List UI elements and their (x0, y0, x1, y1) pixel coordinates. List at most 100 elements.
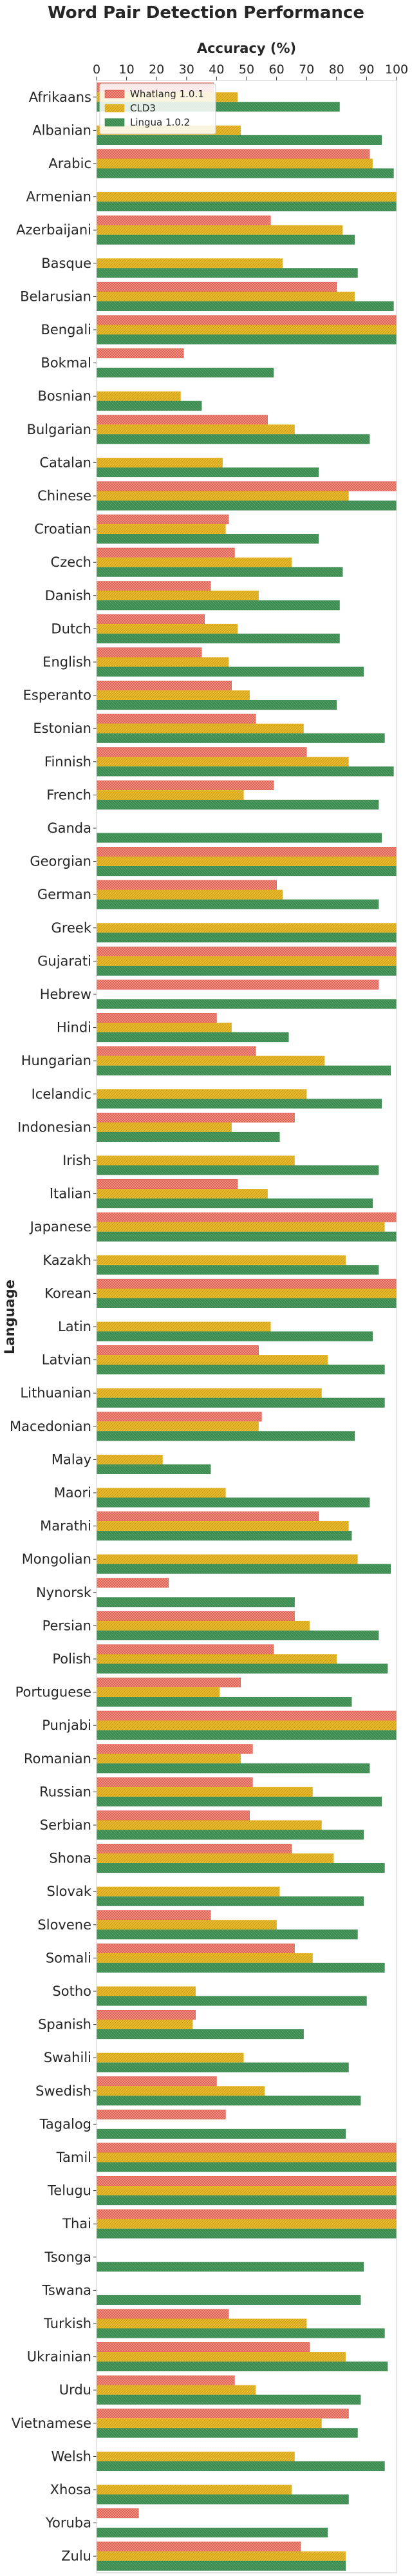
category-label: English (42, 654, 91, 670)
category-label: Lithuanian (20, 1385, 91, 1401)
bar-whatlang (96, 149, 370, 159)
bar-lingua (96, 401, 202, 411)
bar-cld3 (96, 790, 244, 800)
bar-lingua (96, 733, 385, 743)
category-label: Danish (45, 588, 91, 603)
x-tick-label: 40 (209, 62, 224, 77)
bar-cld3 (96, 591, 259, 601)
bar-lingua (96, 1929, 358, 1940)
bar-cld3 (96, 1388, 322, 1398)
bar-cld3 (96, 1288, 397, 1298)
bar-cld3 (96, 956, 397, 966)
bar-whatlang (96, 1611, 295, 1621)
bar-whatlang (96, 1678, 241, 1688)
bar-lingua (96, 1564, 391, 1574)
bar-lingua (96, 799, 379, 810)
bar-lingua (96, 1663, 388, 1674)
legend-swatch (104, 118, 125, 127)
category-label: Catalan (39, 455, 91, 470)
bar-lingua (96, 965, 397, 976)
bar-lingua (96, 2295, 361, 2305)
bar-lingua (96, 1365, 385, 1375)
category-label: Hebrew (40, 987, 91, 1002)
plot-frame (96, 80, 397, 2573)
bar-lingua (96, 1032, 289, 1043)
bar-lingua (96, 2162, 397, 2172)
category-label: Albanian (32, 122, 91, 138)
bar-lingua (96, 633, 340, 643)
bar-cld3 (96, 158, 373, 169)
bar-whatlang (96, 647, 202, 658)
legend-label: Whatlang 1.0.1 (130, 88, 204, 100)
category-label: Hindi (57, 1020, 91, 1036)
bar-lingua (96, 2062, 349, 2072)
category-label: Japanese (29, 1219, 91, 1235)
bar-whatlang (96, 2375, 235, 2385)
bar-whatlang (96, 1511, 319, 1522)
category-label: German (37, 887, 91, 902)
bar-whatlang (96, 2076, 217, 2087)
category-label: Korean (44, 1285, 91, 1301)
bar-whatlang (96, 681, 232, 691)
bar-cld3 (96, 1222, 385, 1232)
category-label: Afrikaans (29, 90, 91, 105)
bar-lingua (96, 2528, 328, 2538)
bar-cld3 (96, 1953, 313, 1963)
bar-cld3 (96, 1056, 325, 1066)
bar-cld3 (96, 557, 292, 567)
bar-cld3 (96, 1089, 307, 1099)
category-label: Nynorsk (36, 1585, 92, 1600)
bar-cld3 (96, 1255, 346, 1265)
category-label: Thai (62, 2216, 91, 2231)
bar-cld3 (96, 923, 397, 933)
category-label: Polish (52, 1651, 91, 1667)
category-label: French (46, 787, 91, 802)
bar-cld3 (96, 1720, 397, 1730)
x-tick-label: 50 (239, 62, 254, 77)
bar-cld3 (96, 2418, 322, 2429)
bar-cld3 (96, 623, 238, 634)
bar-lingua (96, 434, 370, 444)
category-label: Italian (50, 1186, 91, 1202)
bar-whatlang (96, 1844, 292, 1854)
category-label: Hungarian (21, 1053, 91, 1068)
bar-cld3 (96, 258, 283, 269)
category-label: Telugu (47, 2183, 91, 2199)
bar-whatlang (96, 581, 211, 591)
bar-cld3 (96, 2551, 346, 2561)
category-label: Persian (42, 1618, 91, 1633)
legend-swatch (104, 90, 125, 99)
x-tick-label: 30 (179, 62, 194, 77)
bar-cld3 (96, 1355, 328, 1365)
bar-lingua (96, 1763, 370, 1774)
bar-lingua (96, 2394, 361, 2405)
legend-label: CLD3 (130, 102, 156, 114)
bar-cld3 (96, 1920, 277, 1930)
bar-lingua (96, 1165, 379, 1175)
bar-lingua (96, 1231, 397, 1242)
category-label: Basque (41, 256, 91, 271)
bar-cld3 (96, 424, 295, 435)
bar-lingua (96, 467, 319, 477)
category-label: Azerbaijani (16, 222, 91, 238)
category-label: Mongolian (22, 1551, 91, 1567)
bar-lingua (96, 2029, 304, 2040)
bar-lingua (96, 2362, 388, 2372)
bar-whatlang (96, 880, 277, 890)
bar-lingua (96, 1132, 280, 1142)
bar-whatlang (96, 1013, 217, 1023)
bar-lingua (96, 1464, 211, 1474)
category-label: Malay (52, 1452, 91, 1467)
category-label: Finnish (44, 754, 91, 770)
bar-lingua (96, 833, 382, 843)
category-label: Urdu (59, 2382, 91, 2398)
category-label: Tsonga (44, 2249, 91, 2265)
bar-cld3 (96, 1023, 232, 1033)
category-label: Georgian (30, 854, 91, 869)
bar-cld3 (96, 1521, 349, 1531)
category-label: Latvian (42, 1352, 91, 1368)
category-label: Bokmal (41, 355, 91, 371)
bar-cld3 (96, 1886, 280, 1897)
bar-cld3 (96, 1488, 226, 1498)
bar-lingua (96, 2096, 361, 2106)
